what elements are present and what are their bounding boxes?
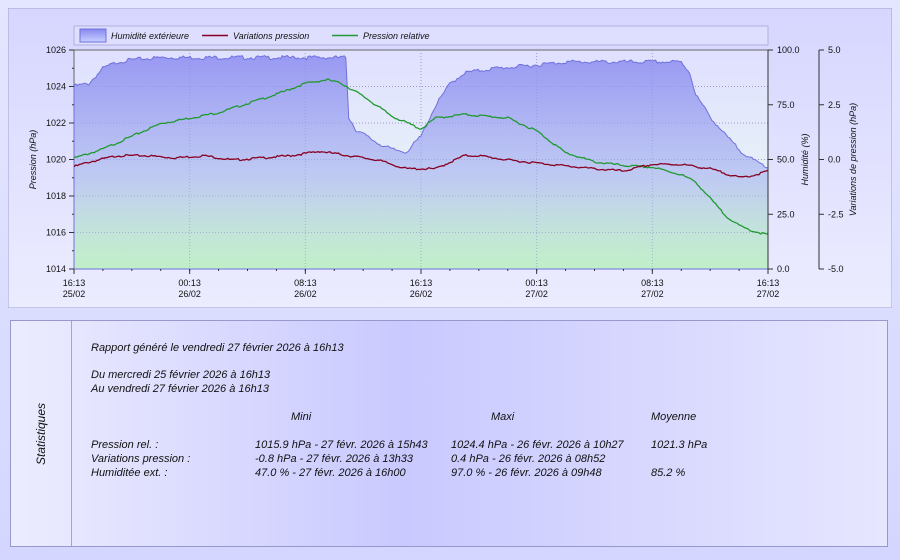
column-avg-header: Moyenne xyxy=(651,411,697,423)
y-right2-tick-label: 5.0 xyxy=(828,45,841,55)
y-left-tick-label: 1026 xyxy=(46,45,66,55)
period-from-line: Du mercredi 25 février 2026 à 16h13 xyxy=(91,369,271,381)
row-avg-value: 85.2 % xyxy=(651,467,686,479)
x-tick-label: 08:13 xyxy=(294,278,317,288)
y-right1-tick-label: 100.0 xyxy=(777,45,800,55)
x-tick-date: 26/02 xyxy=(294,289,317,299)
row-min-value: 1015.9 hPa - 27 févr. 2026 à 15h43 xyxy=(255,439,428,451)
legend-label: Variations pression xyxy=(233,31,309,41)
y-right2-tick-label: -5.0 xyxy=(828,264,844,274)
x-tick-label: 00:13 xyxy=(178,278,201,288)
x-tick-label: 16:13 xyxy=(757,278,780,288)
stats-panel: Statistiques Rapport généré le vendredi … xyxy=(10,320,888,547)
row-max-value: 97.0 % - 26 févr. 2026 à 09h48 xyxy=(451,467,602,479)
y-left-tick-label: 1024 xyxy=(46,82,66,92)
variations-pression-line xyxy=(73,151,769,178)
row-min-value: -0.8 hPa - 27 févr. 2026 à 13h33 xyxy=(255,453,413,465)
axes: 16:1325/0200:1326/0208:1326/0216:1326/02… xyxy=(28,45,858,299)
row-max-value: 1024.4 hPa - 26 févr. 2026 à 10h27 xyxy=(451,439,624,451)
x-tick-label: 16:13 xyxy=(410,278,433,288)
row-label: Variations pression : xyxy=(91,453,191,465)
y-left-label: Pression (hPa) xyxy=(28,130,38,190)
x-tick-label: 16:13 xyxy=(63,278,86,288)
stats-side-label: Statistiques xyxy=(34,402,48,466)
x-tick-label: 08:13 xyxy=(641,278,664,288)
row-label: Pression rel. : xyxy=(91,439,159,451)
period-to-line: Au vendredi 27 février 2026 à 16h13 xyxy=(91,383,269,395)
y-right2-label: Variations de pression (hPa) xyxy=(848,103,858,216)
y-left-tick-label: 1018 xyxy=(46,191,66,201)
chart: 16:1325/0200:1326/0208:1326/0216:1326/02… xyxy=(7,7,893,309)
y-right2-tick-label: 0.0 xyxy=(828,155,841,165)
y-right1-tick-label: 25.0 xyxy=(777,209,795,219)
stats-sidebar: Statistiques xyxy=(11,321,72,546)
y-right2-tick-label: -2.5 xyxy=(828,209,844,219)
humidity-area xyxy=(73,54,769,270)
column-max-header: Maxi xyxy=(491,411,515,423)
y-right1-tick-label: 75.0 xyxy=(777,100,795,110)
row-label: Humiditée ext. : xyxy=(91,467,168,479)
x-tick-label: 00:13 xyxy=(525,278,548,288)
legend-box xyxy=(73,25,769,46)
y-left-tick-label: 1014 xyxy=(46,264,66,274)
pression-relative-line xyxy=(73,78,769,236)
report-generated-line: Rapport généré le vendredi 27 février 20… xyxy=(91,342,344,354)
y-right2-tick-label: 2.5 xyxy=(828,100,841,110)
legend-label: Humidité extérieure xyxy=(111,31,189,41)
x-tick-date: 27/02 xyxy=(641,289,664,299)
chart-panel: 16:13 25/02 00:13 26/02 08:13 26/02 16:13 26/02… xyxy=(7,7,893,309)
x-tick-date: 27/02 xyxy=(757,289,780,299)
y-left-tick-label: 1016 xyxy=(46,228,66,238)
row-avg-value: 1021.3 hPa xyxy=(651,439,708,451)
x-tick-date: 26/02 xyxy=(410,289,433,299)
y-right1-tick-label: 50.0 xyxy=(777,155,795,165)
row-min-value: 47.0 % - 27 févr. 2026 à 16h00 xyxy=(255,467,406,479)
legend: Humidité extérieure Variations pression Pr… xyxy=(73,25,769,46)
y-right1-label: Humidité (%) xyxy=(800,133,810,185)
legend-swatch-humidity xyxy=(79,28,107,43)
y-right1-tick-label: 0.0 xyxy=(777,264,790,274)
y-left-tick-label: 1020 xyxy=(46,155,66,165)
x-tick-date: 25/02 xyxy=(63,289,86,299)
column-min-header: Mini xyxy=(291,411,312,423)
y-left-tick-label: 1022 xyxy=(46,118,66,128)
legend-label: Pression relative xyxy=(363,31,430,41)
x-tick-date: 26/02 xyxy=(178,289,201,299)
row-max-value: 0.4 hPa - 26 févr. 2026 à 08h52 xyxy=(451,453,606,465)
x-tick-date: 27/02 xyxy=(525,289,548,299)
